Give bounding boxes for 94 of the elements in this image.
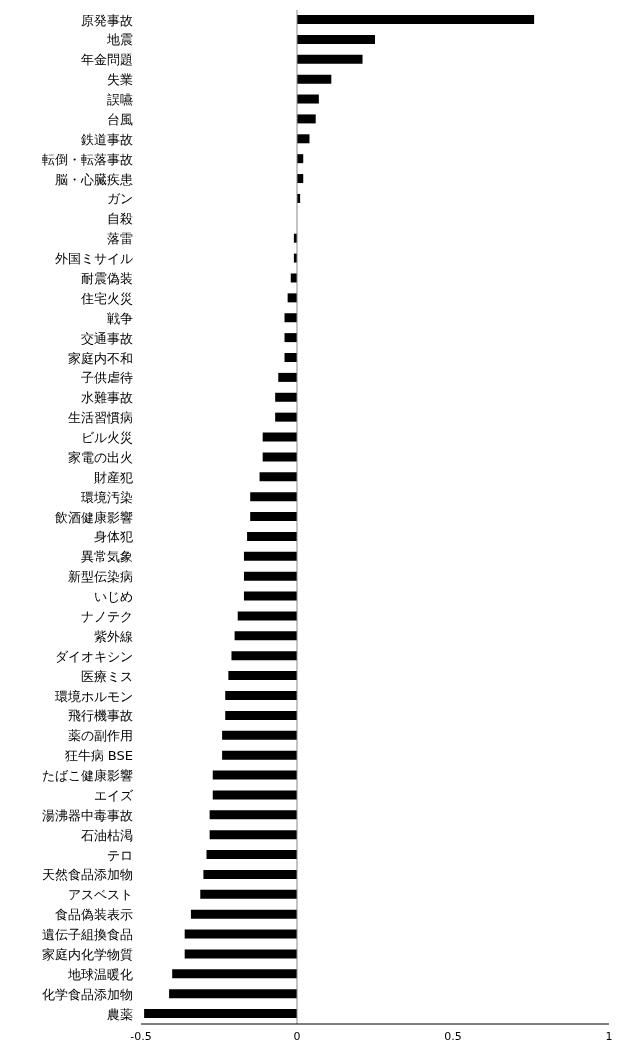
y-tick-label: 環境ホルモン: [55, 688, 133, 704]
bar: [250, 512, 297, 522]
bar: [184, 949, 297, 959]
y-tick-label: 生活習慣病: [68, 410, 133, 426]
bar: [225, 691, 297, 700]
y-tick-label: 化学食品添加物: [42, 986, 133, 1002]
y-tick-label: アスベスト: [68, 887, 133, 903]
bar: [297, 114, 316, 124]
y-tick-label: テロ: [107, 847, 133, 863]
bar: [259, 472, 297, 482]
bar: [262, 432, 297, 442]
y-tick-label: 住宅火災: [80, 290, 133, 306]
bar: [144, 1009, 297, 1019]
y-tick-label: ガン: [107, 191, 133, 207]
y-tick-label: 農薬: [107, 1006, 133, 1022]
bar: [203, 869, 297, 879]
y-tick-label: ダイオキシン: [55, 648, 133, 664]
y-tick-label: ビル火災: [81, 430, 133, 446]
bar: [190, 909, 297, 919]
y-tick-label: 交通事故: [81, 330, 133, 346]
y-tick-label: 原発事故: [81, 12, 133, 28]
y-tick-label: 湯沸器中毒事故: [42, 807, 133, 823]
y-tick-label: いじめ: [94, 589, 133, 605]
bar: [297, 74, 332, 84]
y-tick-label: たばこ健康影響: [42, 768, 133, 784]
y-tick-label: 家庭内化学物質: [42, 947, 133, 963]
bar: [184, 929, 297, 939]
bar: [250, 492, 297, 502]
y-tick-label: 耐震偽装: [81, 271, 133, 287]
bar: [228, 671, 297, 681]
y-tick-label: ナノテク: [81, 609, 133, 625]
y-tick-label: 異常気象: [81, 549, 133, 565]
bar: [243, 551, 297, 561]
bar: [297, 15, 535, 24]
y-tick-label: 石油枯渇: [81, 827, 133, 843]
bar: [222, 750, 297, 760]
bar: [206, 850, 297, 860]
y-tick-label: 薬の副作用: [68, 728, 133, 744]
bar: [225, 710, 297, 720]
x-tick-label: -0.5: [130, 1029, 152, 1043]
bar: [243, 571, 297, 581]
bar: [209, 830, 297, 840]
bar: [212, 790, 297, 800]
y-tick-label: 財産犯: [94, 469, 133, 485]
y-tick-label: 家庭内不和: [68, 350, 133, 366]
bar: [243, 591, 297, 601]
bar: [297, 94, 319, 104]
y-tick-label: 水難事故: [81, 390, 133, 406]
y-tick-label: エイズ: [94, 787, 134, 803]
y-tick-label: 遺伝子組換食品: [42, 927, 133, 943]
y-tick-label: 飲酒健康影響: [55, 509, 133, 525]
y-tick-label: 子供虐待: [81, 370, 133, 386]
bar: [262, 452, 297, 462]
x-tick-label: 0.5: [444, 1029, 462, 1043]
y-tick-label: 転倒・転落事故: [42, 151, 133, 167]
y-tick-label: 年金問題: [81, 52, 133, 68]
y-tick-label: 医療ミス: [81, 668, 133, 684]
bar: [231, 651, 297, 661]
y-tick-label: 飛行機事故: [68, 708, 133, 724]
y-tick-label: 台風: [107, 111, 133, 127]
bar: [212, 770, 297, 780]
y-tick-label: 天然食品添加物: [42, 867, 133, 883]
y-tick-label: 食品偽装表示: [55, 907, 133, 923]
bar: [247, 531, 297, 541]
bar: [275, 392, 297, 402]
y-tick-label: 落雷: [107, 231, 133, 247]
y-tick-label: 自殺: [107, 211, 133, 227]
bar: [222, 730, 297, 740]
y-tick-label: 脳・心臓疾患: [55, 171, 133, 187]
y-tick-label: 紫外線: [94, 628, 133, 644]
y-tick-label: 地震: [106, 32, 133, 48]
bar: [297, 54, 363, 64]
bar: [297, 34, 375, 44]
y-tick-label: 誤嚥: [107, 92, 133, 108]
y-tick-label: 狂牛病 BSE: [64, 748, 133, 764]
y-tick-label: 身体犯: [94, 529, 133, 545]
bar: [275, 412, 297, 422]
bar: [209, 810, 297, 820]
bar: [169, 989, 297, 999]
y-tick-label: 戦争: [107, 310, 133, 326]
x-tick-label: 0: [293, 1029, 301, 1043]
bar: [278, 372, 297, 382]
bar: [237, 611, 297, 621]
y-tick-label: 外国ミサイル: [55, 251, 133, 267]
bar: [172, 969, 297, 979]
y-tick-label: 鉄道事故: [81, 131, 133, 147]
bar: [200, 889, 297, 899]
bar: [234, 631, 297, 641]
y-tick-label: 地球温暖化: [67, 966, 133, 982]
x-tick-label: 1: [605, 1029, 613, 1043]
y-tick-label: 環境汚染: [81, 489, 133, 505]
y-tick-label: 新型伝染病: [68, 569, 133, 585]
y-tick-label: 家電の出火: [68, 449, 133, 465]
y-tick-label: 失業: [107, 72, 133, 88]
